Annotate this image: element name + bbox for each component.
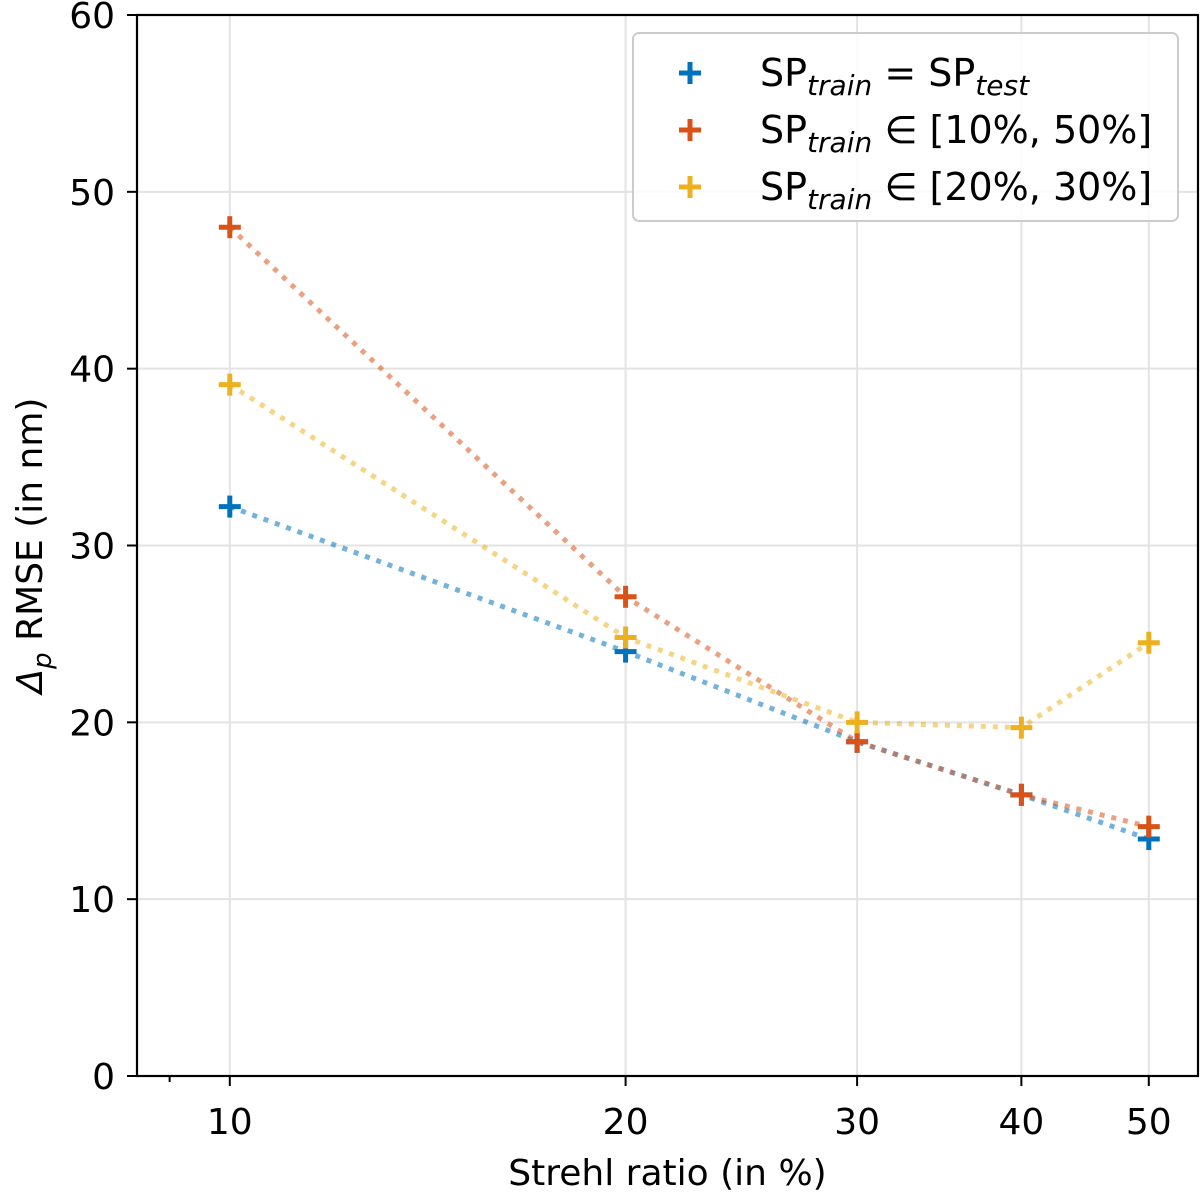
x-tick-label: 30 xyxy=(834,1102,880,1143)
legend-item: SPtrain = SPtest xyxy=(679,51,1030,102)
data-point-marker xyxy=(218,373,241,396)
legend-label-part: train xyxy=(807,69,872,102)
legend-label-part: ∈ xyxy=(872,165,929,209)
legend-marker xyxy=(679,176,701,198)
data-point-marker xyxy=(218,216,241,239)
legend-item: SPtrain ∈ [10%, 50%] xyxy=(679,108,1152,159)
x-tick-label: 50 xyxy=(1126,1102,1172,1143)
data-point-marker xyxy=(614,585,637,608)
legend-label-part: [10%, 50%] xyxy=(930,108,1153,152)
y-tick-label: 20 xyxy=(69,703,115,744)
y-tick-label: 30 xyxy=(69,527,115,568)
legend-label-part: SP xyxy=(760,51,807,95)
series-2 xyxy=(218,216,1160,838)
y-axis-title-subscript: p xyxy=(28,652,58,670)
y-tick-label: 50 xyxy=(69,173,115,214)
data-point-marker xyxy=(218,495,241,518)
data-point-marker xyxy=(614,626,637,649)
legend-label-part: SP xyxy=(928,51,975,95)
y-axis-title-rest: RMSE (in nm) xyxy=(10,398,51,653)
data-point-marker xyxy=(1137,631,1160,654)
x-axis-title: Strehl ratio (in %) xyxy=(508,1153,826,1193)
legend-label-part: [20%, 30%] xyxy=(930,165,1153,209)
legend-label-part: SP xyxy=(760,108,807,152)
legend-label-part: train xyxy=(807,183,872,216)
x-tick-label: 40 xyxy=(998,1102,1044,1143)
legend-label-part: ∈ xyxy=(872,108,929,152)
x-tick-label: 10 xyxy=(207,1102,253,1143)
y-axis-title-symbol: Δ xyxy=(10,669,51,697)
data-point-marker xyxy=(1010,716,1033,739)
legend-label: SPtrain ∈ [10%, 50%] xyxy=(760,108,1152,159)
y-axis-title: Δp RMSE (in nm) xyxy=(10,398,58,697)
legend-item: SPtrain ∈ [20%, 30%] xyxy=(679,165,1152,216)
data-point-marker xyxy=(1137,815,1160,838)
data-point-marker xyxy=(846,711,869,734)
legend-label-part: test xyxy=(975,69,1030,102)
data-point-marker xyxy=(846,730,869,753)
legend-marker xyxy=(679,62,701,84)
y-tick-label: 0 xyxy=(92,1057,115,1098)
legend-label: SPtrain ∈ [20%, 30%] xyxy=(760,165,1152,216)
series-3 xyxy=(218,373,1160,739)
legend-frame xyxy=(632,32,1179,222)
legend-label-part: SP xyxy=(760,165,807,209)
legend-label: SPtrain = SPtest xyxy=(760,51,1030,102)
series-layer xyxy=(218,216,1160,851)
y-tick-label: 60 xyxy=(69,0,115,37)
y-tick-label: 10 xyxy=(69,880,115,921)
legend-marker xyxy=(679,119,701,141)
y-tick-label: 40 xyxy=(69,350,115,391)
x-tick-label: 20 xyxy=(603,1102,649,1143)
series-line xyxy=(228,225,1150,830)
data-point-marker xyxy=(1010,783,1033,806)
tick-layer: 10 20 30 40 50 0 10 20 30 40 50 60 xyxy=(69,0,1172,1143)
legend-label-part: = xyxy=(872,51,928,95)
series-line xyxy=(228,382,1151,731)
legend-label-part: train xyxy=(807,126,872,159)
